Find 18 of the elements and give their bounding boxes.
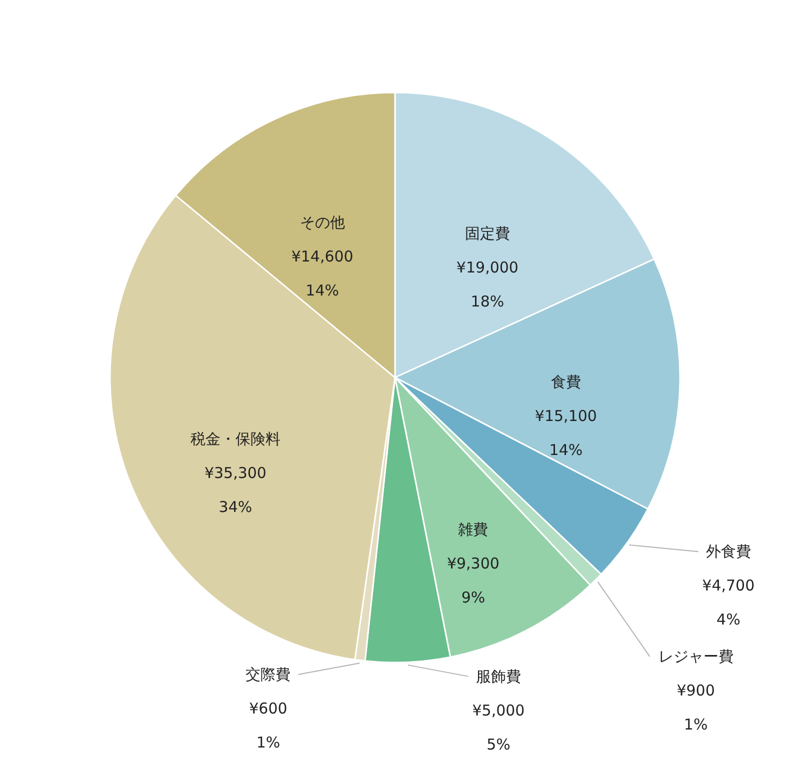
slice-label: 交際費 xyxy=(246,665,291,684)
slice-label: 食費 xyxy=(550,372,581,391)
slice-label: 服飾費 xyxy=(476,667,521,686)
slice-label: レジャー費 xyxy=(658,648,734,666)
slice-label: その他 xyxy=(300,214,345,232)
slice-label: 税金・保険料 xyxy=(190,430,280,448)
slice-label: 固定費 xyxy=(464,224,510,243)
data-label: ¥9,300 9% xyxy=(446,554,500,607)
data-label: ¥15,100 14% xyxy=(534,406,597,459)
data-label: ¥600 1% xyxy=(249,699,288,752)
data-label: ¥19,000 18% xyxy=(456,258,518,311)
slice-label: 雑費 xyxy=(458,520,488,539)
data-label: ¥900 1% xyxy=(676,682,715,734)
data-label: ¥35,300 34% xyxy=(204,464,266,516)
data-label: ¥4,700 4% xyxy=(702,576,755,629)
slice-label: 外食費 xyxy=(706,542,751,561)
data-label: ¥14,600 14% xyxy=(291,248,354,300)
data-label: ¥5,000 5% xyxy=(472,701,525,754)
